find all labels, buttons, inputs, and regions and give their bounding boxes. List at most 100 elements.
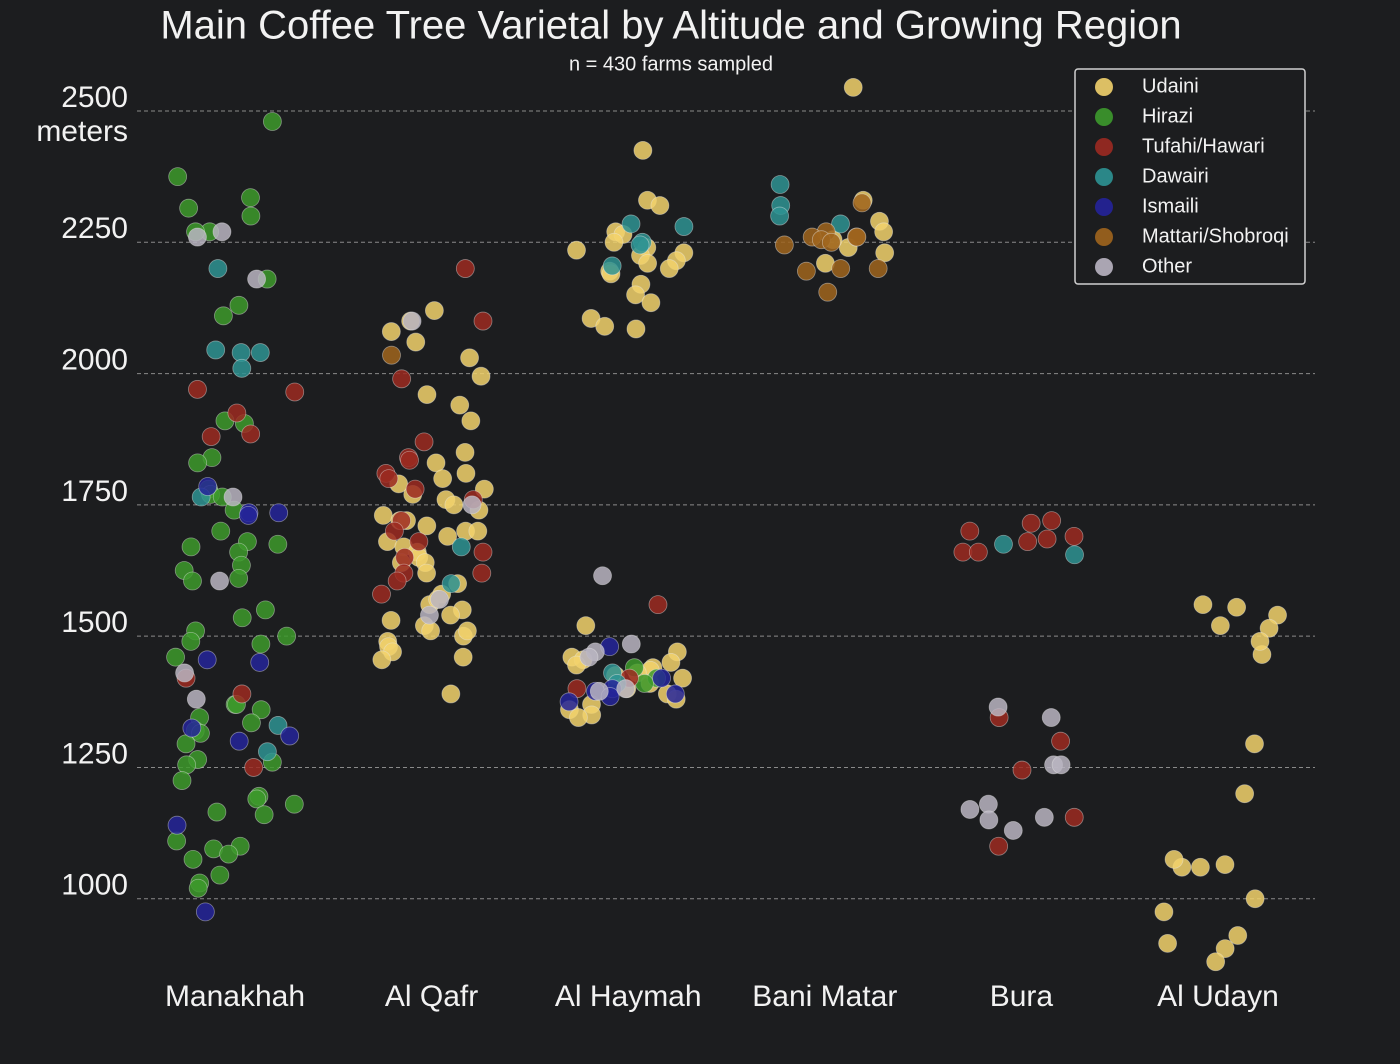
point xyxy=(796,261,816,281)
point xyxy=(384,521,404,541)
legend-box xyxy=(1074,68,1306,285)
point xyxy=(1041,708,1061,727)
legend-swatch xyxy=(1095,258,1113,276)
x-tick-label: Manakhah xyxy=(165,980,305,1013)
point xyxy=(1065,545,1084,565)
point xyxy=(616,679,636,699)
point xyxy=(1245,734,1264,754)
legend-label: Tufahi/Hawari xyxy=(1142,135,1265,157)
point xyxy=(400,450,419,470)
legend-swatch xyxy=(1095,168,1113,186)
point xyxy=(461,411,481,431)
point xyxy=(831,259,851,278)
point xyxy=(1210,616,1230,636)
point xyxy=(847,227,867,247)
point xyxy=(168,167,188,187)
point xyxy=(254,805,274,825)
point xyxy=(420,605,439,625)
point xyxy=(774,235,794,255)
point xyxy=(183,571,202,591)
point xyxy=(229,731,249,751)
point xyxy=(176,734,196,754)
point xyxy=(1227,597,1247,617)
point xyxy=(579,647,599,667)
point xyxy=(1051,731,1070,751)
y-tick-label: 1500 xyxy=(61,606,128,639)
point xyxy=(166,647,185,667)
point xyxy=(414,432,434,452)
chart-subtitle: n = 430 farms sampled xyxy=(569,53,773,75)
point xyxy=(455,442,475,462)
point xyxy=(462,495,482,515)
point xyxy=(247,269,266,289)
point xyxy=(441,605,460,625)
grid: 1000 1250 1500 1750 2000 2250 2500 Manakhah Al Q… xyxy=(61,81,1315,1013)
point xyxy=(559,692,579,712)
point xyxy=(471,366,491,386)
point xyxy=(1042,511,1062,531)
y-tick-label: 2250 xyxy=(61,212,128,245)
point xyxy=(438,526,458,546)
point xyxy=(1235,784,1255,804)
point xyxy=(395,547,415,567)
point xyxy=(576,616,596,636)
point xyxy=(988,697,1008,717)
point xyxy=(665,684,685,704)
point xyxy=(198,477,218,496)
point xyxy=(674,217,694,236)
point xyxy=(406,332,426,352)
point xyxy=(175,663,194,683)
point xyxy=(280,726,300,746)
point xyxy=(1064,807,1084,827)
legend-label: Udaini xyxy=(1142,75,1199,97)
point xyxy=(1018,532,1038,552)
point xyxy=(241,206,261,226)
point xyxy=(208,259,228,278)
point xyxy=(284,794,304,814)
point xyxy=(426,453,446,473)
point xyxy=(188,227,207,247)
point xyxy=(417,563,437,583)
point xyxy=(277,626,297,646)
point xyxy=(195,902,215,922)
point xyxy=(241,424,261,444)
point xyxy=(1021,513,1041,533)
y-tick-label: 2000 xyxy=(61,344,128,377)
point xyxy=(638,253,658,273)
legend-label: Ismaili xyxy=(1142,195,1199,217)
point xyxy=(183,849,203,869)
point xyxy=(430,589,449,609)
legend-swatch xyxy=(1095,138,1113,156)
point xyxy=(372,650,392,670)
point xyxy=(167,831,187,851)
point xyxy=(182,718,202,738)
x-tick-label: Bura xyxy=(990,980,1054,1013)
point xyxy=(633,140,653,160)
point xyxy=(770,175,790,194)
point xyxy=(257,742,277,762)
point xyxy=(232,608,252,628)
point xyxy=(589,681,609,701)
point xyxy=(262,112,282,131)
point xyxy=(1193,595,1213,615)
legend: Udaini Hirazi Tufahi/Hawari Dawairi Ismaili M… xyxy=(1074,68,1306,285)
point xyxy=(433,469,453,489)
point xyxy=(268,534,288,554)
y-axis-label: meters xyxy=(36,115,128,148)
point xyxy=(214,306,233,326)
point xyxy=(250,653,270,672)
point xyxy=(250,343,270,362)
point xyxy=(648,595,668,615)
point xyxy=(602,256,622,276)
point xyxy=(650,196,670,215)
point xyxy=(626,285,645,305)
point xyxy=(604,232,624,252)
point xyxy=(994,534,1013,554)
point xyxy=(621,214,641,234)
point xyxy=(382,345,401,365)
point xyxy=(210,865,230,885)
x-tick-label: Al Haymah xyxy=(555,980,702,1013)
point xyxy=(227,403,247,423)
point xyxy=(188,453,208,473)
